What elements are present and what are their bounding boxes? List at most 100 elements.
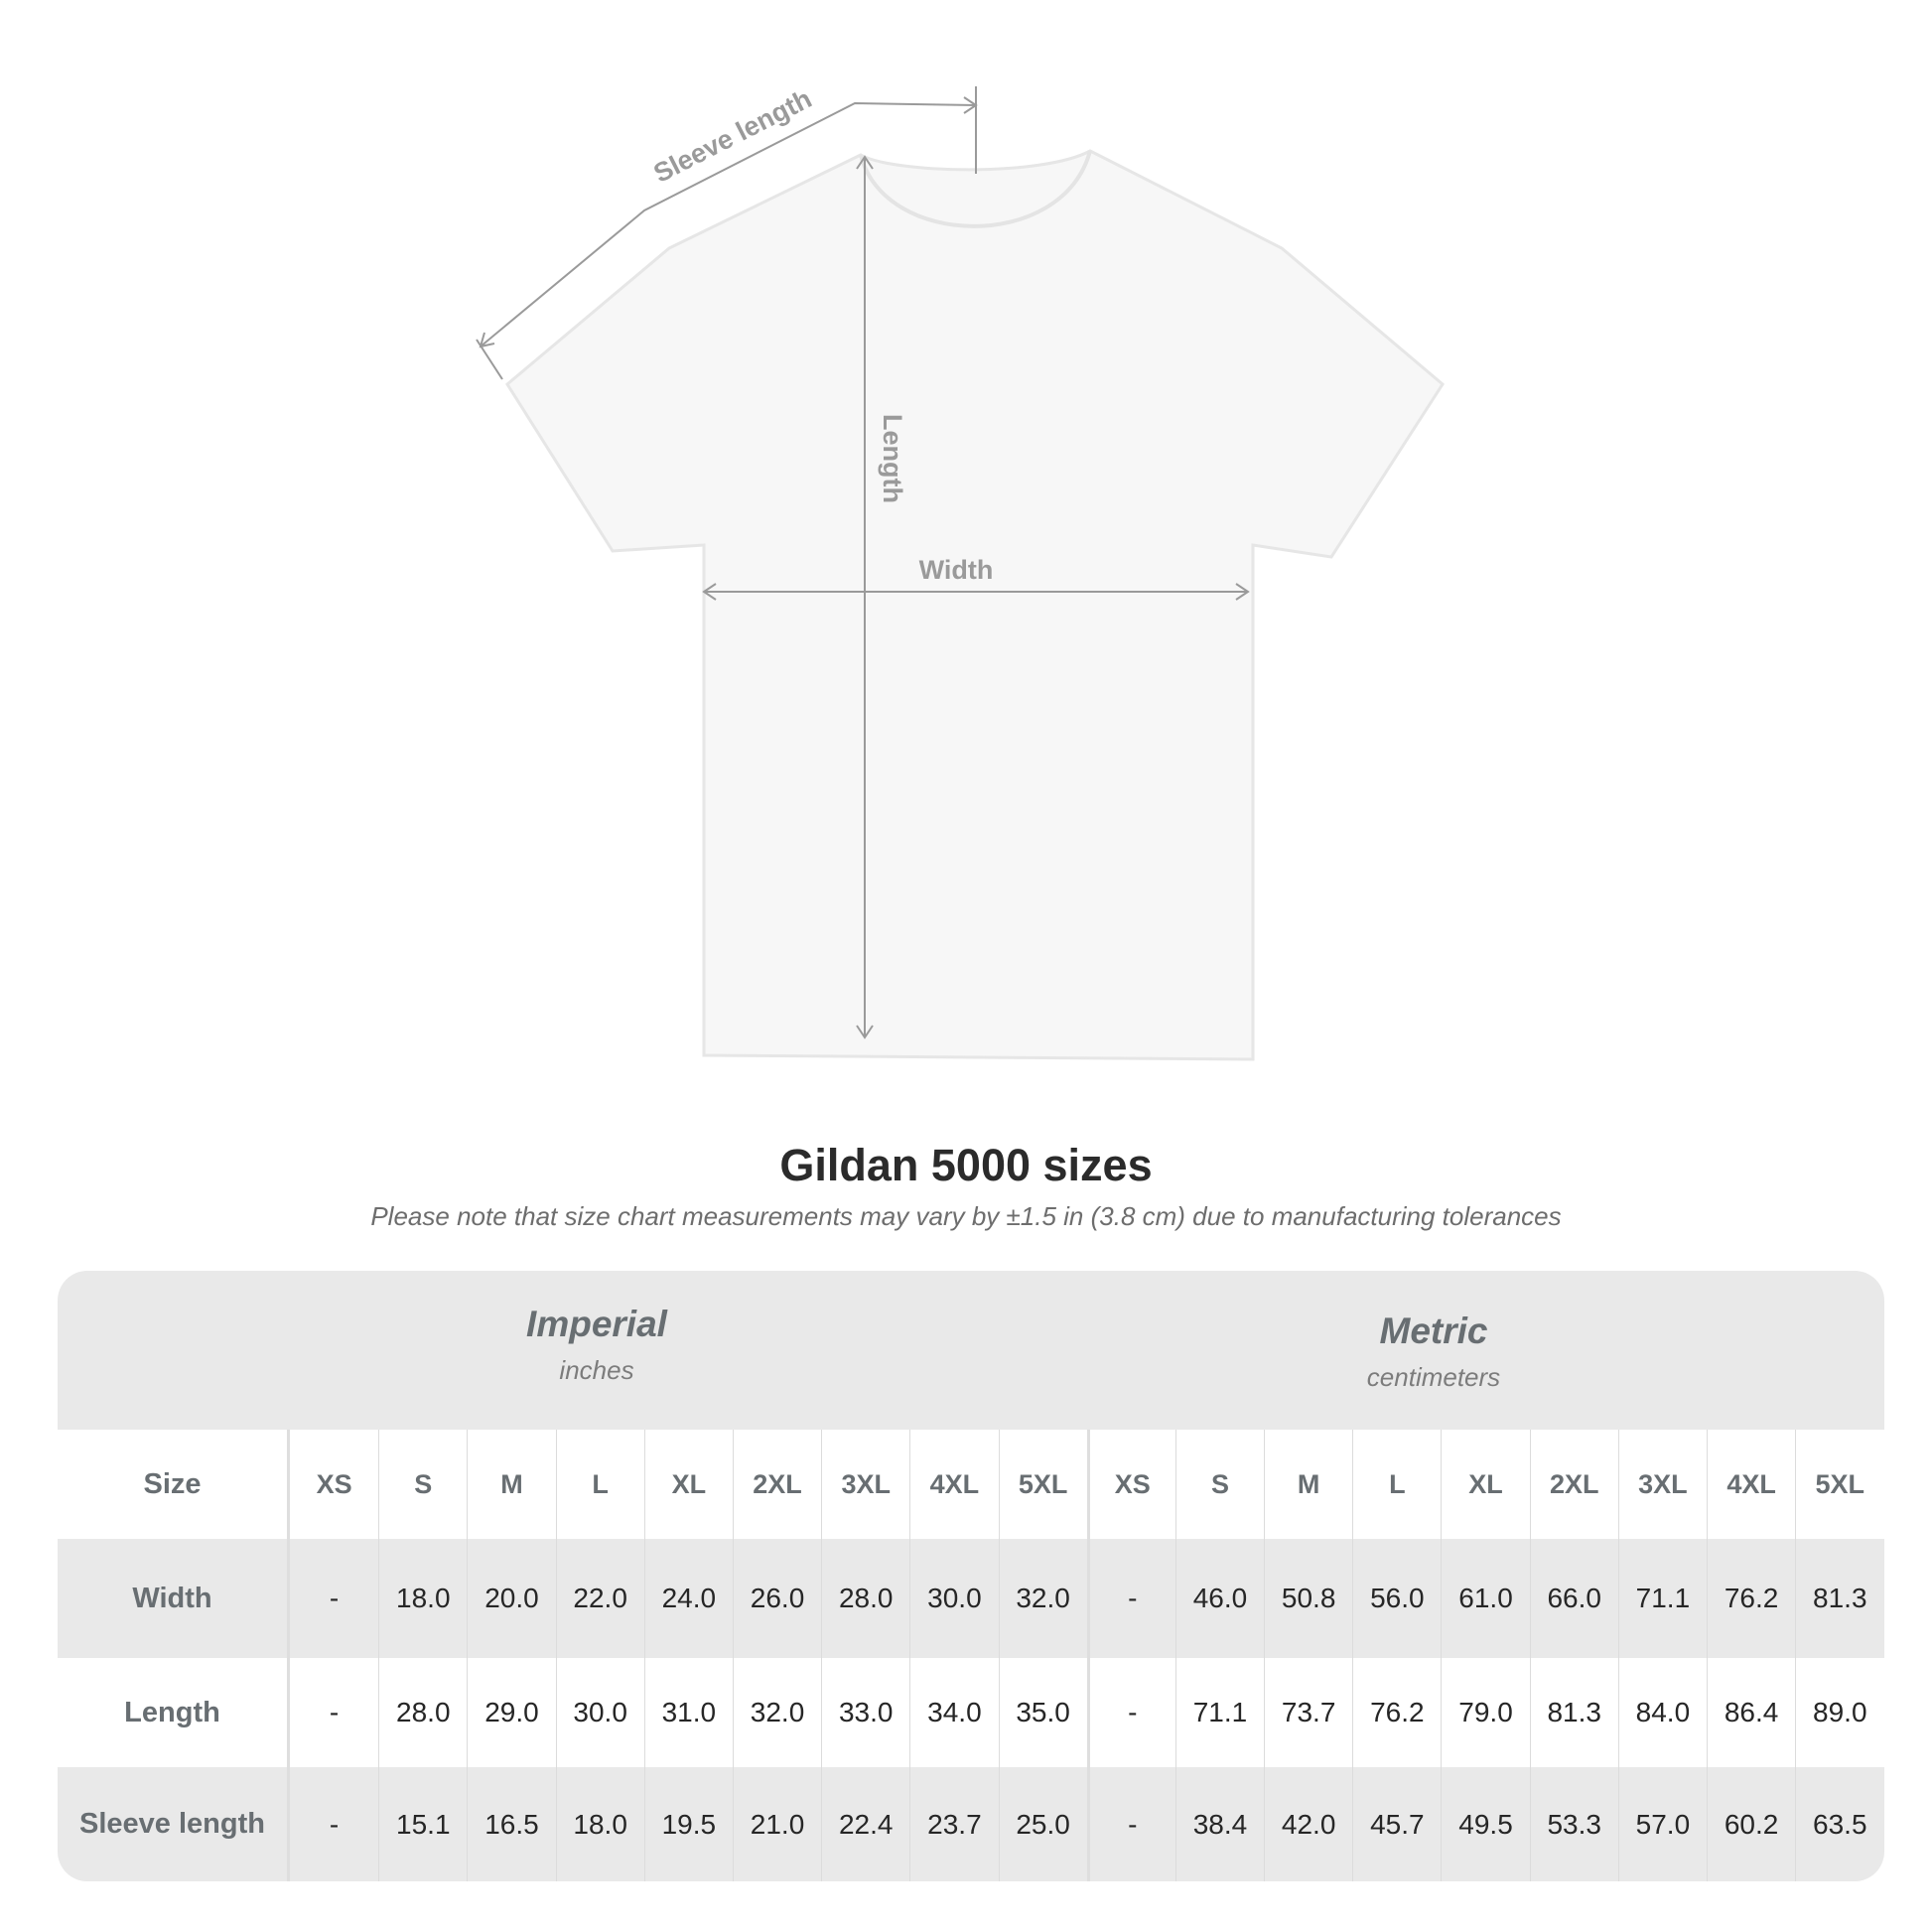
metric-value: 71.1 (1617, 1539, 1707, 1658)
imperial-value: 33.0 (821, 1658, 909, 1767)
imperial-value: 32.0 (998, 1539, 1087, 1658)
size-header: M (467, 1430, 555, 1539)
imperial-value: 16.5 (467, 1767, 555, 1881)
metric-value: 42.0 (1264, 1767, 1352, 1881)
row-label: Length (58, 1658, 290, 1767)
size-header: XS (1086, 1430, 1175, 1539)
length-arrow-top (856, 155, 874, 170)
row-label: Size (58, 1430, 290, 1539)
metric-title: Metric (1379, 1311, 1488, 1351)
metric-value: 61.0 (1441, 1539, 1529, 1658)
metric-value: 81.3 (1529, 1658, 1618, 1767)
size-header: XS (316, 1468, 352, 1499)
imperial-value: 29.0 (467, 1658, 555, 1767)
imperial-value: 15.1 (378, 1767, 467, 1881)
metric-value: 38.4 (1174, 1767, 1264, 1881)
row-label: Width (58, 1539, 290, 1658)
imperial-value: 24.0 (643, 1539, 733, 1658)
table-row: Sleeve length - 15.1 16.5 18.0 19.5 21.0 22.4 23… (58, 1767, 1884, 1881)
table-header-band (58, 1271, 1884, 1430)
imperial-value: 22.4 (821, 1767, 909, 1881)
imperial-value: 28.0 (378, 1658, 467, 1767)
metric-value: - (1086, 1658, 1175, 1767)
metric-value: 89.0 (1795, 1658, 1883, 1767)
imperial-value: 19.5 (643, 1767, 733, 1881)
metric-value: 73.7 (1264, 1658, 1352, 1767)
table-row: Width -18.0 20.0 22.0 24.0 26.0 28.0 30.0 32.0-4… (58, 1539, 1884, 1658)
metric-header: Metric centimeters (1086, 1311, 1781, 1393)
imperial-value: 18.0 (378, 1539, 467, 1658)
metric-value: 71.1 (1174, 1658, 1264, 1767)
metric-value: 53.3 (1529, 1767, 1618, 1881)
size-header: M (1264, 1430, 1352, 1539)
imperial-value: 35.0 (998, 1658, 1087, 1767)
metric-value: - (1086, 1539, 1175, 1658)
width-arrow-left (702, 583, 717, 601)
size-header: 2XL (732, 1430, 821, 1539)
metric-value: 79.0 (1441, 1658, 1529, 1767)
imperial-value: 32.0 (732, 1658, 821, 1767)
metric-value: 76.2 (1707, 1539, 1795, 1658)
metric-value: 81.3 (1795, 1539, 1883, 1658)
size-header: 4XL (909, 1430, 998, 1539)
imperial-value: 21.0 (732, 1767, 821, 1881)
imperial-value: - (329, 1697, 340, 1727)
imperial-value: 26.0 (732, 1539, 821, 1658)
metric-value: - (1086, 1767, 1175, 1881)
imperial-header: Imperial inches (249, 1304, 944, 1386)
imperial-value: 30.0 (555, 1658, 644, 1767)
imperial-value: 20.0 (467, 1539, 555, 1658)
imperial-value: 31.0 (643, 1658, 733, 1767)
size-header: 5XL (998, 1430, 1087, 1539)
sleeve-measure-line (480, 101, 977, 347)
imperial-value: 34.0 (909, 1658, 998, 1767)
size-header: 4XL (1707, 1430, 1795, 1539)
imperial-value: 30.0 (909, 1539, 998, 1658)
imperial-title: Imperial (526, 1304, 667, 1344)
imperial-value: 25.0 (998, 1767, 1087, 1881)
imperial-value: - (329, 1583, 340, 1613)
tshirt-shape (505, 149, 1445, 1061)
sleeve-start-tick (476, 339, 503, 380)
size-header-row: Size XS S M L XL 2XL 3XL 4XL 5XL XS S M L XL 2XL 3XL 4XL 5… (58, 1430, 1884, 1539)
imperial-value: 28.0 (821, 1539, 909, 1658)
metric-value: 76.2 (1352, 1658, 1441, 1767)
chart-subtitle: Please note that size chart measurements… (370, 1201, 1562, 1231)
chart-title: Gildan 5000 sizes (779, 1140, 1153, 1190)
metric-value: 66.0 (1529, 1539, 1618, 1658)
tshirt-collar (859, 150, 1092, 228)
size-header: 3XL (821, 1430, 909, 1539)
imperial-value: 18.0 (555, 1767, 644, 1881)
imperial-value: - (329, 1808, 340, 1840)
size-header: S (1174, 1430, 1264, 1539)
size-header: 5XL (1795, 1430, 1883, 1539)
imperial-unit: inches (559, 1355, 634, 1385)
metric-value: 49.5 (1441, 1767, 1529, 1881)
table-row: Length -28.0 29.0 30.0 31.0 32.0 33.0 34.0 35.0-… (58, 1658, 1884, 1767)
width-label: Width (919, 555, 994, 585)
metric-value: 45.7 (1352, 1767, 1441, 1881)
length-arrow-bottom (856, 1025, 874, 1039)
metric-value: 60.2 (1707, 1767, 1795, 1881)
size-header: L (1352, 1430, 1441, 1539)
size-header: L (555, 1430, 644, 1539)
row-label: Sleeve length (58, 1767, 290, 1881)
metric-value: 50.8 (1264, 1539, 1352, 1658)
size-table: Imperial inches Metric centimeters Size X… (58, 1271, 1884, 1881)
size-header: 3XL (1617, 1430, 1707, 1539)
length-label: Length (878, 414, 907, 503)
tshirt-diagram: Sleeve length Length Width (476, 83, 1445, 1061)
metric-value: 56.0 (1352, 1539, 1441, 1658)
size-header: XL (643, 1430, 733, 1539)
size-header: S (378, 1430, 467, 1539)
metric-value: 46.0 (1174, 1539, 1264, 1658)
imperial-value: 23.7 (909, 1767, 998, 1881)
metric-value: 57.0 (1617, 1767, 1707, 1881)
metric-value: 84.0 (1617, 1658, 1707, 1767)
width-arrow-right (1235, 583, 1250, 601)
size-header: XL (1441, 1430, 1529, 1539)
metric-value: 86.4 (1707, 1658, 1795, 1767)
size-header: 2XL (1529, 1430, 1618, 1539)
imperial-value: 22.0 (555, 1539, 644, 1658)
metric-value: 63.5 (1795, 1767, 1883, 1881)
